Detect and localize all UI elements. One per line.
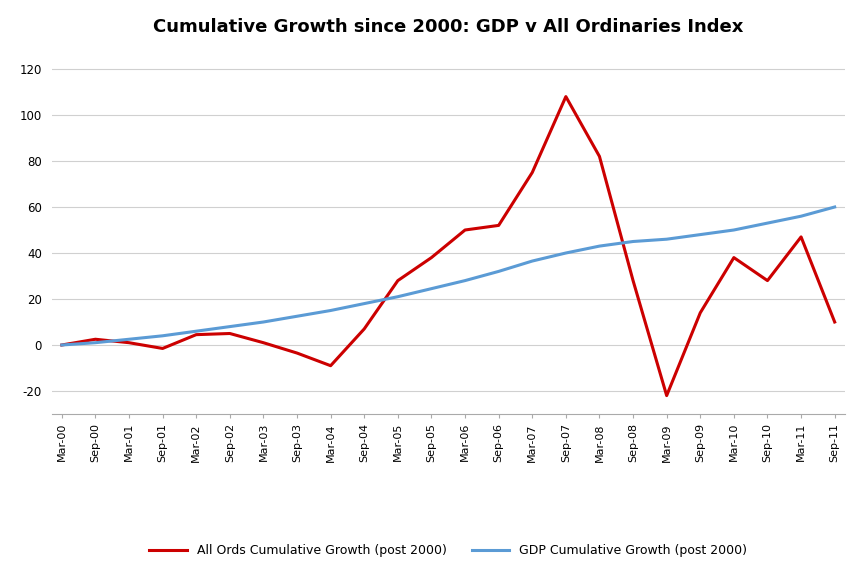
All Ords Cumulative Growth (post 2000) xyxy=(90,336,101,343)
GDP Cumulative Growth (post 2000) xyxy=(124,336,134,343)
GDP Cumulative Growth (post 2000) xyxy=(593,243,604,250)
All Ords Cumulative Growth (post 2000) xyxy=(560,93,570,100)
GDP Cumulative Growth (post 2000) xyxy=(57,342,67,348)
GDP Cumulative Growth (post 2000) xyxy=(325,307,336,314)
All Ords Cumulative Growth (post 2000) xyxy=(828,319,839,325)
GDP Cumulative Growth (post 2000) xyxy=(761,220,771,227)
GDP Cumulative Growth (post 2000) xyxy=(560,250,570,256)
GDP Cumulative Growth (post 2000) xyxy=(660,236,671,243)
GDP Cumulative Growth (post 2000) xyxy=(225,323,235,330)
GDP Cumulative Growth (post 2000) xyxy=(728,227,738,233)
All Ords Cumulative Growth (post 2000) xyxy=(459,227,469,233)
All Ords Cumulative Growth (post 2000) xyxy=(526,169,536,176)
All Ords Cumulative Growth (post 2000) xyxy=(593,153,604,160)
GDP Cumulative Growth (post 2000) xyxy=(492,268,503,275)
GDP Cumulative Growth (post 2000) xyxy=(795,213,805,220)
GDP Cumulative Growth (post 2000) xyxy=(191,328,201,335)
Title: Cumulative Growth since 2000: GDP v All Ordinaries Index: Cumulative Growth since 2000: GDP v All … xyxy=(153,18,742,36)
All Ords Cumulative Growth (post 2000) xyxy=(158,345,168,352)
All Ords Cumulative Growth (post 2000) xyxy=(694,309,704,316)
All Ords Cumulative Growth (post 2000) xyxy=(292,350,302,356)
Line: GDP Cumulative Growth (post 2000): GDP Cumulative Growth (post 2000) xyxy=(62,207,833,345)
All Ords Cumulative Growth (post 2000) xyxy=(124,339,134,346)
GDP Cumulative Growth (post 2000) xyxy=(459,277,469,284)
GDP Cumulative Growth (post 2000) xyxy=(828,204,839,210)
GDP Cumulative Growth (post 2000) xyxy=(158,332,168,339)
GDP Cumulative Growth (post 2000) xyxy=(90,339,101,346)
All Ords Cumulative Growth (post 2000) xyxy=(258,339,269,346)
All Ords Cumulative Growth (post 2000) xyxy=(795,233,805,240)
GDP Cumulative Growth (post 2000) xyxy=(627,238,637,245)
Legend: All Ords Cumulative Growth (post 2000), GDP Cumulative Growth (post 2000): All Ords Cumulative Growth (post 2000), … xyxy=(143,538,753,564)
All Ords Cumulative Growth (post 2000) xyxy=(359,325,369,332)
All Ords Cumulative Growth (post 2000) xyxy=(627,277,637,284)
GDP Cumulative Growth (post 2000) xyxy=(393,293,403,300)
All Ords Cumulative Growth (post 2000) xyxy=(761,277,771,284)
All Ords Cumulative Growth (post 2000) xyxy=(492,222,503,229)
GDP Cumulative Growth (post 2000) xyxy=(694,231,704,238)
GDP Cumulative Growth (post 2000) xyxy=(526,258,536,264)
All Ords Cumulative Growth (post 2000) xyxy=(191,331,201,338)
GDP Cumulative Growth (post 2000) xyxy=(258,319,269,325)
GDP Cumulative Growth (post 2000) xyxy=(359,300,369,307)
All Ords Cumulative Growth (post 2000) xyxy=(426,254,437,261)
GDP Cumulative Growth (post 2000) xyxy=(426,285,437,292)
All Ords Cumulative Growth (post 2000) xyxy=(393,277,403,284)
All Ords Cumulative Growth (post 2000) xyxy=(57,342,67,348)
GDP Cumulative Growth (post 2000) xyxy=(292,313,302,320)
Line: All Ords Cumulative Growth (post 2000): All Ords Cumulative Growth (post 2000) xyxy=(62,97,833,396)
All Ords Cumulative Growth (post 2000) xyxy=(728,254,738,261)
All Ords Cumulative Growth (post 2000) xyxy=(325,362,336,369)
All Ords Cumulative Growth (post 2000) xyxy=(660,392,671,399)
All Ords Cumulative Growth (post 2000) xyxy=(225,330,235,337)
